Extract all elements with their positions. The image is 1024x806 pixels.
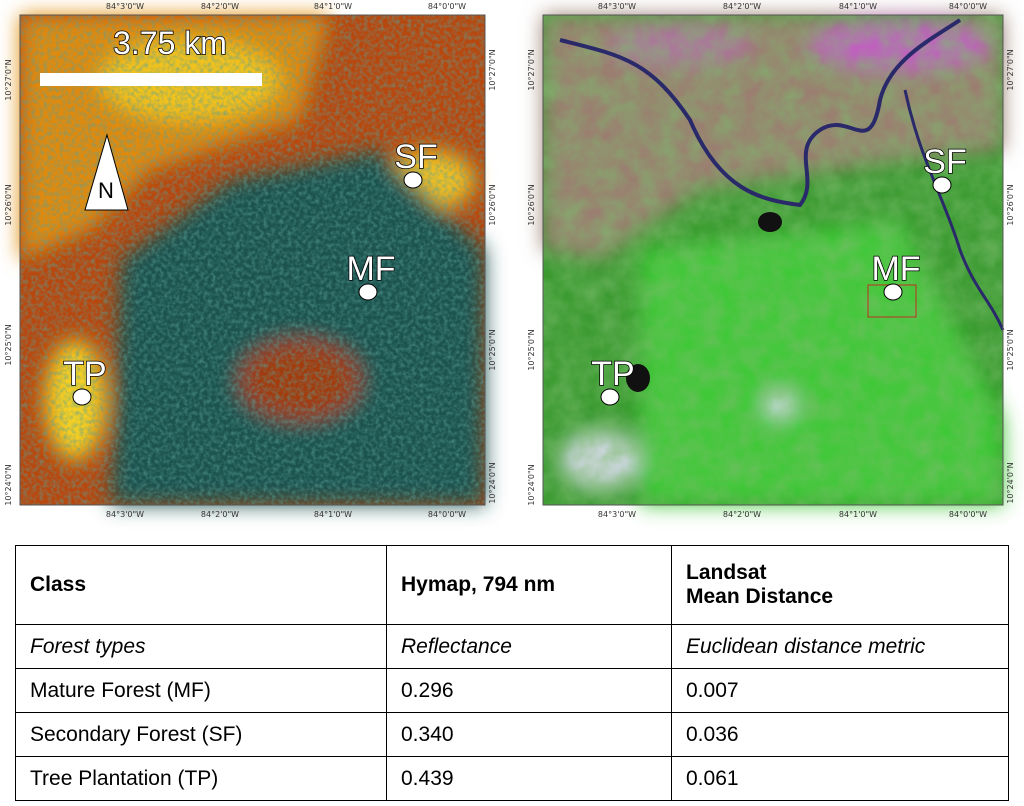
y-tick-label: 10°27'0"N <box>527 49 536 90</box>
site-label: TP <box>591 355 634 393</box>
table-cell: Tree Plantation (TP) <box>15 756 387 801</box>
landsat-image <box>542 14 1005 506</box>
table-subheader: Forest types Reflectance Euclidean dista… <box>15 624 1009 669</box>
table-header: Class Hymap, 794 nm Landsat Mean Distance <box>15 545 1009 625</box>
y-tick-label: 10°26'0"N <box>527 184 536 225</box>
hymap-image: 3.75 km N <box>19 14 486 506</box>
table-row: Mature Forest (MF) 0.296 0.007 <box>15 668 1009 713</box>
header-line: Landsat <box>686 561 767 584</box>
x-tick-label: 84°3'0"W <box>598 510 636 519</box>
x-tick-label: 84°2'0"W <box>723 2 761 11</box>
x-tick-label: 84°0'0"W <box>428 2 466 11</box>
site-label: MF <box>346 250 395 288</box>
results-table: Class Hymap, 794 nm Landsat Mean Distance… <box>15 545 1009 801</box>
x-tick-label: 84°0'0"W <box>428 510 466 519</box>
header-cell: Hymap, 794 nm <box>386 545 672 625</box>
y-tick-label: 10°27'0"N <box>1006 49 1015 90</box>
site-label: TP <box>63 355 106 393</box>
table-cell: 0.007 <box>671 668 1009 713</box>
site-marker <box>358 283 378 301</box>
header-line: Mean Distance <box>686 585 834 608</box>
site-label: SF <box>923 143 966 181</box>
subheader-cell: Euclidean distance metric <box>671 624 1009 669</box>
table-cell: 0.296 <box>386 668 672 713</box>
x-tick-label: 84°2'0"W <box>723 510 761 519</box>
subheader-cell: Forest types <box>15 624 387 669</box>
x-tick-label: 84°2'0"W <box>201 510 239 519</box>
x-tick-label: 84°1'0"W <box>839 2 877 11</box>
y-tick-label: 10°24'0"N <box>4 464 13 505</box>
table-cell: Mature Forest (MF) <box>15 668 387 713</box>
y-tick-label: 10°26'0"N <box>1006 184 1015 225</box>
table-cell: 0.061 <box>671 756 1009 801</box>
y-tick-label: 10°27'0"N <box>488 49 497 90</box>
site-label: SF <box>394 138 437 176</box>
y-tick-label: 10°25'0"N <box>4 324 13 365</box>
table-cell: 0.036 <box>671 712 1009 757</box>
table-cell: 0.439 <box>386 756 672 801</box>
north-arrow-label: N <box>98 178 114 203</box>
x-tick-label: 84°0'0"W <box>949 510 987 519</box>
y-tick-label: 10°25'0"N <box>488 329 497 370</box>
x-tick-label: 84°3'0"W <box>106 2 144 11</box>
maps: 3.75 km N 84°3'0"W 84°3'0"W 84°2'0"W 84°2'0… <box>4 2 1015 519</box>
site-marker <box>932 176 952 194</box>
x-tick-label: 84°1'0"W <box>839 510 877 519</box>
y-tick-label: 10°24'0"N <box>527 464 536 505</box>
x-tick-label: 84°3'0"W <box>106 510 144 519</box>
site-marker <box>883 283 903 301</box>
y-tick-label: 10°25'0"N <box>527 329 536 370</box>
site-marker <box>72 388 92 406</box>
site-marker <box>403 171 423 189</box>
y-tick-label: 10°24'0"N <box>488 462 497 503</box>
site-label: MF <box>871 250 920 288</box>
y-tick-label: 10°26'0"N <box>4 184 13 225</box>
x-tick-label: 84°1'0"W <box>314 510 352 519</box>
subheader-cell: Reflectance <box>386 624 672 669</box>
table-cell: 0.340 <box>386 712 672 757</box>
site-marker <box>600 388 620 406</box>
table-cell: Secondary Forest (SF) <box>15 712 387 757</box>
x-tick-label: 84°0'0"W <box>949 2 987 11</box>
scale-bar-label: 3.75 km <box>113 25 227 61</box>
x-tick-label: 84°2'0"W <box>201 2 239 11</box>
table-row: Tree Plantation (TP) 0.439 0.061 <box>15 756 1009 801</box>
table-row: Secondary Forest (SF) 0.340 0.036 <box>15 712 1009 757</box>
y-tick-label: 10°24'0"N <box>1006 462 1015 503</box>
header-cell: Class <box>15 545 387 625</box>
y-tick-label: 10°26'0"N <box>488 184 497 225</box>
x-tick-label: 84°1'0"W <box>314 2 352 11</box>
y-tick-label: 10°25'0"N <box>1006 329 1015 370</box>
y-tick-label: 10°27'0"N <box>4 59 13 100</box>
header-cell: Landsat Mean Distance <box>671 545 1009 625</box>
x-tick-label: 84°3'0"W <box>598 2 636 11</box>
